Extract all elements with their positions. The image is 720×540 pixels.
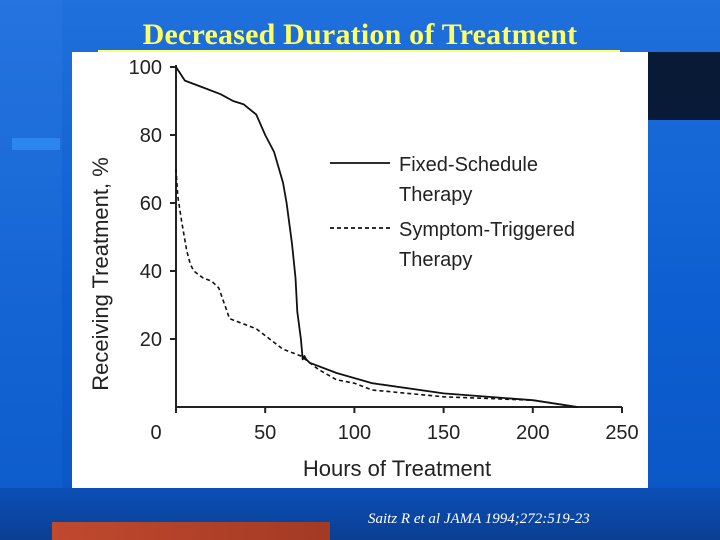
left-accent-strip xyxy=(12,138,60,150)
chart-series xyxy=(175,66,578,408)
x-tick-label: 100 xyxy=(338,422,371,444)
line-chart: 20 40 60 80 100 0 50 100 150 200 250 Fixed-Schedul… xyxy=(88,57,639,481)
chart-legend: Fixed-Schedule Therapy Symptom-Triggered Th… xyxy=(330,154,575,271)
series-line-1 xyxy=(175,168,578,408)
legend-label-1: Symptom-Triggered Therapy xyxy=(399,219,575,271)
citation: Saitz R et al JAMA 1994;272:519-23 xyxy=(368,511,590,527)
y-axis-label: Receiving Treatment, % xyxy=(88,157,113,391)
chart-ticks: 20 40 60 80 100 0 50 100 150 200 250 xyxy=(129,57,639,444)
y-tick-label: 100 xyxy=(129,57,162,79)
x-tick-label: 50 xyxy=(254,422,276,444)
x-axis-label: Hours of Treatment xyxy=(303,456,491,481)
x-tick-label: 0 xyxy=(150,422,161,444)
y-tick-label: 20 xyxy=(140,329,162,351)
series-line-0 xyxy=(175,66,578,408)
y-tick-label: 60 xyxy=(140,193,162,215)
y-tick-label: 80 xyxy=(140,125,162,147)
chart-axes xyxy=(175,65,622,408)
x-tick-label: 250 xyxy=(605,422,638,444)
chart-panel: 20 40 60 80 100 0 50 100 150 200 250 Fixed-Schedul… xyxy=(72,52,648,488)
legend-label-0: Fixed-Schedule Therapy xyxy=(399,154,538,206)
left-accent-bar xyxy=(0,0,62,540)
bottom-red-bar xyxy=(52,522,330,540)
x-tick-label: 150 xyxy=(427,422,460,444)
y-tick-label: 40 xyxy=(140,261,162,283)
title-underline xyxy=(98,50,620,52)
slide-title: Decreased Duration of Treatment xyxy=(142,18,578,51)
x-tick-label: 200 xyxy=(516,422,549,444)
